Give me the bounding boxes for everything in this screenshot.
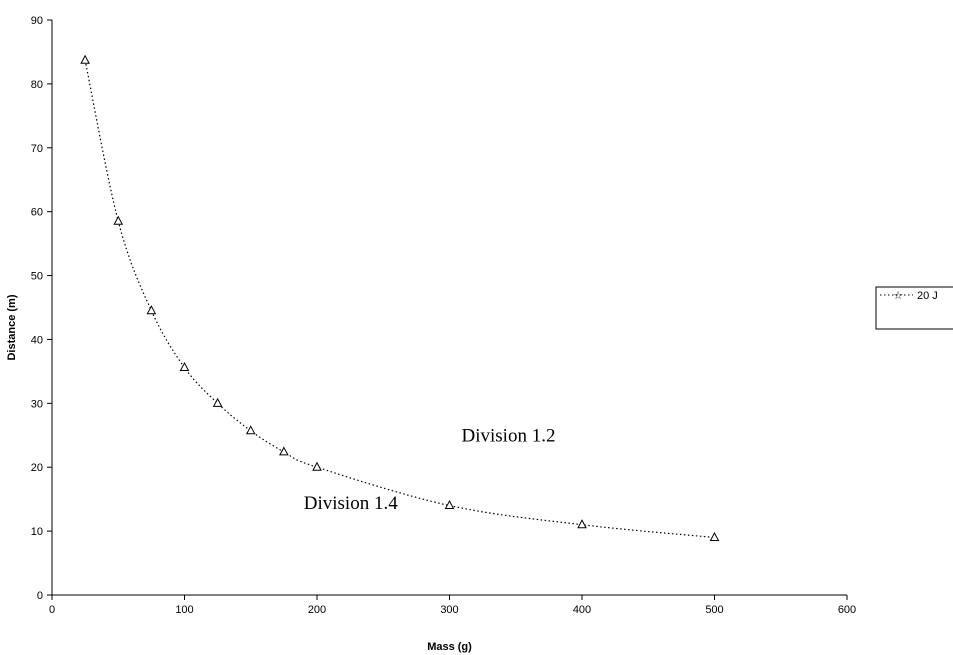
y-tick-label: 70 xyxy=(31,143,43,155)
data-point-triangle xyxy=(212,397,223,407)
annotation-division-1-4: Division 1.4 xyxy=(304,493,398,514)
y-axis-title: Distance (m) xyxy=(6,294,18,360)
y-tick-label: 80 xyxy=(31,79,43,91)
y-tick-label: 50 xyxy=(31,271,43,283)
series-points xyxy=(80,54,720,541)
annotation-division-1-2: Division 1.2 xyxy=(462,426,556,447)
x-tick-label: 0 xyxy=(49,604,55,616)
x-tick-label: 100 xyxy=(175,604,193,616)
data-point-triangle xyxy=(444,499,455,510)
data-point-triangle xyxy=(577,519,587,529)
data-point-triangle xyxy=(279,446,289,456)
legend: ☆ 20 J xyxy=(875,286,953,330)
data-point-triangle xyxy=(146,305,157,315)
data-point-triangle xyxy=(709,531,720,541)
x-axis-title: Mass (g) xyxy=(427,641,472,653)
y-tick-label: 10 xyxy=(31,526,43,538)
y-tick-label: 40 xyxy=(31,334,43,346)
legend-box xyxy=(875,286,953,330)
x-tick-label: 200 xyxy=(308,604,326,616)
series-line-20j xyxy=(84,60,715,539)
data-point-triangle xyxy=(179,361,190,372)
y-tick-label: 90 xyxy=(31,15,43,27)
data-point-triangle xyxy=(80,54,90,64)
x-tick-label: 600 xyxy=(838,604,856,616)
y-tick-label: 60 xyxy=(31,207,43,219)
y-tick-label: 30 xyxy=(31,398,43,410)
y-tick-label: 0 xyxy=(37,590,43,602)
x-tick-label: 300 xyxy=(440,604,458,616)
x-axis-ticks: 0 100 200 300 400 500 600 xyxy=(49,595,856,616)
data-point-triangle xyxy=(113,215,124,225)
legend-entry-20j: 20 J xyxy=(917,290,938,302)
x-tick-label: 500 xyxy=(705,604,723,616)
x-tick-label: 400 xyxy=(573,604,591,616)
data-point-triangle xyxy=(245,425,256,435)
y-axis-ticks: 0 10 20 30 40 50 60 70 80 90 xyxy=(31,15,52,602)
data-point-triangle xyxy=(312,461,322,471)
y-tick-label: 20 xyxy=(31,462,43,474)
legend-marker-star-icon: ☆ xyxy=(893,290,903,302)
